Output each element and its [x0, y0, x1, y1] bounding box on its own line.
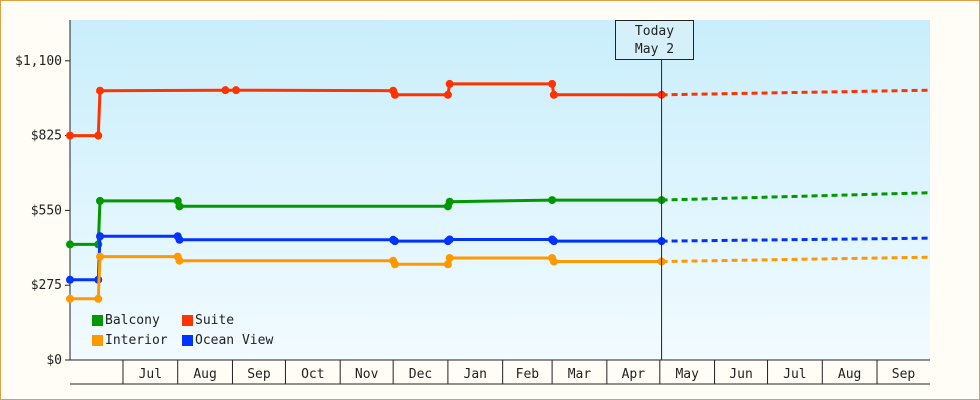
data-point: [96, 232, 105, 241]
x-tick-label: Dec: [409, 367, 432, 382]
x-tick-label: Aug: [838, 367, 861, 382]
data-point: [390, 90, 399, 99]
today-label: Today: [634, 24, 675, 39]
legend-swatch: [92, 314, 103, 326]
data-point: [96, 196, 105, 205]
x-tick-label: Sep: [247, 367, 271, 382]
y-tick-label: $550: [31, 203, 62, 218]
data-point: [175, 256, 184, 265]
forecast-line-interior: [661, 255, 931, 264]
data-point: [445, 79, 454, 88]
data-point: [96, 86, 105, 95]
series-ocean-view: [66, 232, 931, 284]
data-point: [175, 235, 184, 244]
legend: Balcony Suite Interior Ocean View: [92, 312, 312, 348]
today-label-box: Today May 2: [615, 20, 694, 60]
forecast-line-balcony: [661, 191, 931, 202]
data-point: [445, 235, 454, 244]
series-suite: [66, 79, 931, 140]
data-point: [443, 260, 452, 269]
plot-area: [70, 20, 930, 360]
legend-label: Ocean View: [195, 332, 274, 348]
y-tick-label: $275: [31, 278, 62, 293]
data-point: [231, 86, 240, 95]
data-point: [443, 90, 452, 99]
data-point: [66, 131, 74, 140]
y-tick-label: $1,100: [15, 54, 62, 69]
legend-item-suite: Suite: [182, 312, 302, 328]
legend-swatch: [182, 314, 193, 326]
data-point: [221, 86, 230, 95]
x-tick-label: Oct: [301, 367, 324, 382]
data-point: [66, 294, 74, 303]
x-tick-label: Jan: [464, 367, 487, 382]
legend-label: Suite: [195, 312, 235, 328]
data-point: [549, 257, 558, 266]
data-point: [66, 240, 74, 249]
legend-item-ocean-view: Ocean View: [182, 332, 302, 348]
data-point: [549, 237, 558, 246]
data-point: [66, 275, 74, 284]
series-layer: [66, 79, 931, 303]
data-point: [390, 260, 399, 269]
x-tick-label: Feb: [516, 367, 540, 382]
today-date-label: May 2: [634, 42, 675, 57]
legend-label: Balcony: [105, 312, 160, 328]
legend-item-interior: Interior: [92, 332, 182, 348]
x-tick-label: Mar: [568, 367, 592, 382]
x-tick-label: Jul: [139, 367, 162, 382]
forecast-line-ocean-view: [661, 236, 931, 243]
data-point: [549, 90, 558, 99]
x-tick-label: Jul: [783, 367, 806, 382]
data-point: [94, 131, 103, 140]
legend-swatch: [182, 334, 193, 346]
x-tick-label: Nov: [355, 367, 379, 382]
data-point: [445, 254, 454, 262]
x-tick-label: Aug: [193, 367, 216, 382]
x-tick-label: Jun: [729, 367, 752, 382]
data-point: [96, 252, 105, 261]
series-balcony: [66, 191, 931, 249]
data-point: [548, 79, 557, 88]
x-tick-label: Apr: [622, 367, 646, 382]
legend-item-balcony: Balcony: [92, 312, 182, 328]
series-interior: [66, 252, 931, 303]
forecast-line-suite: [661, 88, 931, 97]
data-point: [445, 197, 454, 206]
y-tick-label: $825: [31, 129, 62, 144]
legend-label: Interior: [105, 332, 168, 348]
data-point: [175, 202, 184, 211]
data-point: [390, 237, 399, 246]
y-axis: $0 $275 $550 $825 $1,100: [15, 20, 71, 368]
data-point: [548, 196, 557, 205]
y-tick-label: $0: [46, 353, 62, 368]
data-point: [94, 294, 103, 303]
x-tick-label: May: [675, 367, 699, 382]
x-tick-label: Sep: [892, 367, 916, 382]
legend-swatch: [92, 334, 103, 346]
x-axis: Jul Aug Sep Oct Nov Dec Jan Feb Mar Apr May Jun Jul A…: [70, 359, 930, 385]
